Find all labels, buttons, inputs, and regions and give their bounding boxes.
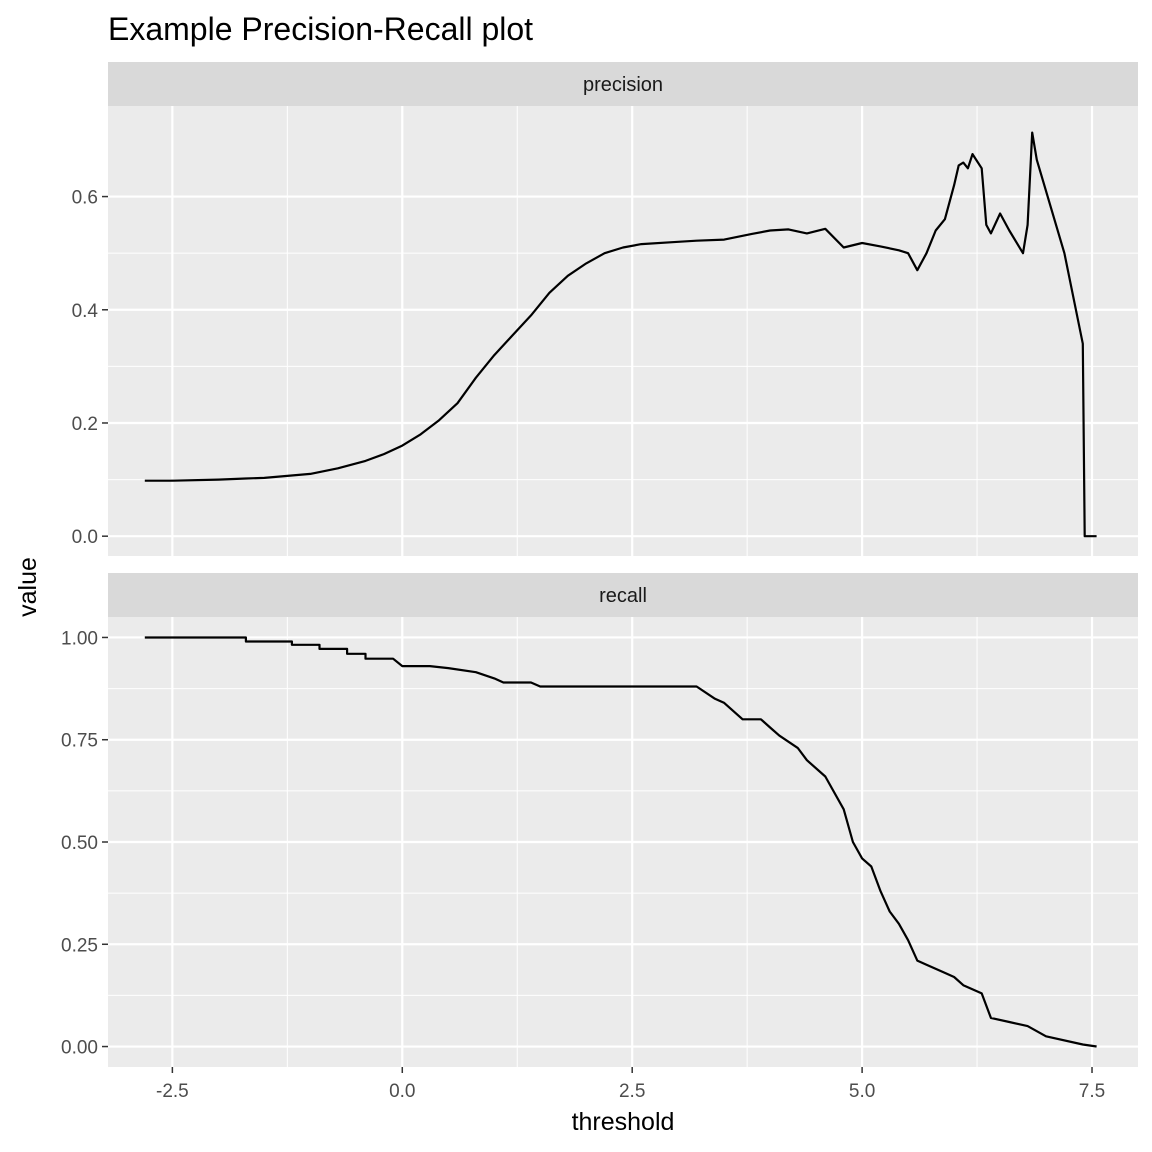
x-axis: -2.5 0.0 2.5 5.0 7.5 xyxy=(156,1067,1105,1102)
precision-y-tick-label: 0.6 xyxy=(72,188,98,209)
recall-y-tick-label: 0.00 xyxy=(61,1038,98,1059)
precision-strip xyxy=(108,62,1138,106)
x-axis-title: threshold xyxy=(572,1108,675,1136)
recall-gridlines xyxy=(108,617,1138,1067)
precision-y-tick-label: 0.2 xyxy=(72,414,98,435)
x-tick-label: -2.5 xyxy=(156,1081,189,1102)
recall-y-tick-label: 1.00 xyxy=(61,628,98,649)
precision-line xyxy=(144,131,1097,538)
recall-y-axis: 0.00 0.25 0.50 0.75 1.00 xyxy=(61,628,108,1059)
precision-y-tick-label: 0.4 xyxy=(72,301,99,322)
x-tick-label: 2.5 xyxy=(619,1081,645,1102)
recall-y-tick-label: 0.75 xyxy=(61,731,98,752)
precision-gridlines xyxy=(108,106,1138,556)
precision-y-tick-label: 0.0 xyxy=(72,527,98,548)
precision-facet: precision 0.0 0.2 0.4 0.6 xyxy=(72,62,1138,556)
x-tick-label: 0.0 xyxy=(389,1081,415,1102)
recall-y-tick-label: 0.50 xyxy=(61,833,98,854)
chart-title: Example Precision-Recall plot xyxy=(108,11,533,47)
precision-strip-label: precision xyxy=(583,74,663,96)
precision-y-axis: 0.0 0.2 0.4 0.6 xyxy=(72,188,108,548)
recall-y-tick-label: 0.25 xyxy=(61,935,98,956)
recall-line xyxy=(144,636,1097,1048)
x-tick-label: 7.5 xyxy=(1079,1081,1105,1102)
recall-strip-label: recall xyxy=(599,585,647,607)
x-tick-label: 5.0 xyxy=(849,1081,875,1102)
recall-strip xyxy=(108,573,1138,617)
y-axis-title: value xyxy=(14,557,42,617)
precision-panel xyxy=(108,106,1138,556)
recall-facet: recall 0.00 0.25 0.50 0.75 1.00 xyxy=(61,573,1138,1067)
